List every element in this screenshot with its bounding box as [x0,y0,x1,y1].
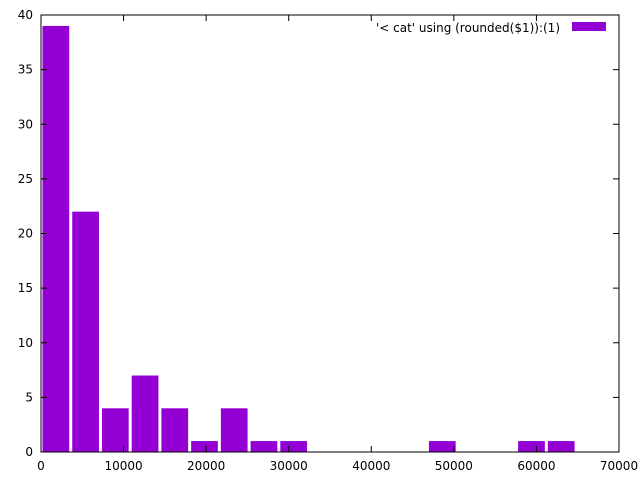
histogram-bar [547,441,575,452]
y-tick-label: 20 [18,227,33,241]
x-tick-label: 10000 [104,459,142,473]
histogram-bar [101,408,129,452]
y-tick-label: 5 [25,390,33,404]
histogram-bar [42,25,70,453]
histogram-bar [250,441,278,452]
histogram-bar [161,408,189,452]
plot-frame [40,14,620,453]
histogram-bar [72,211,99,452]
x-tick-label: 0 [37,459,45,473]
y-tick-label: 15 [18,281,33,295]
y-tick-label: 40 [18,8,33,22]
x-tick-label: 20000 [187,459,225,473]
legend-swatch [572,22,606,31]
histogram-bar [518,441,545,452]
y-tick-label: 0 [25,445,33,459]
bars-group [42,25,575,453]
x-tick-label: 30000 [270,459,308,473]
histogram-bar [191,441,218,452]
histogram-bar [220,408,248,452]
legend-label: '< cat' using (rounded($1)):(1) [376,21,560,35]
y-tick-label: 30 [18,117,33,131]
x-tick-label: 40000 [352,459,390,473]
histogram-bar [280,441,308,452]
y-tick-label: 35 [18,63,33,77]
histogram-bar [131,375,159,452]
x-tick-label: 60000 [517,459,555,473]
legend: '< cat' using (rounded($1)):(1) [376,21,606,35]
x-tick-label: 50000 [435,459,473,473]
y-tick-label: 10 [18,336,33,350]
x-tick-label: 70000 [600,459,638,473]
axes-group: 0 5 10 15 20 25 30 35 40 0 10000 20000 30000 40000 500… [18,8,638,473]
histogram-bar [428,441,456,452]
y-tick-label: 25 [18,172,33,186]
